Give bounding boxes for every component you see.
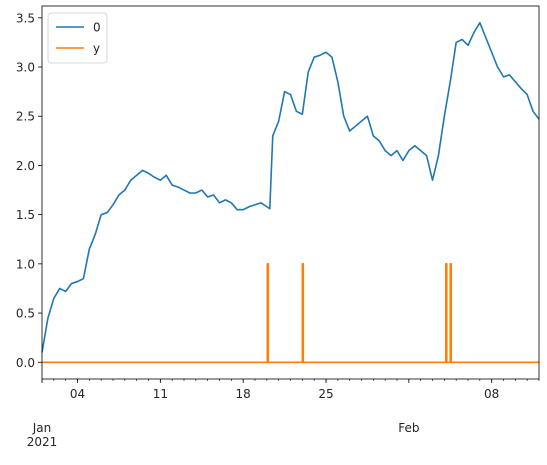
y-tick-label: 1.5 bbox=[16, 208, 35, 222]
x-tick-label: 18 bbox=[236, 387, 251, 401]
y-tick-label: 2.0 bbox=[16, 159, 35, 173]
y-tick-label: 3.5 bbox=[16, 11, 35, 25]
series-line-0 bbox=[41, 21, 540, 353]
y-axis: 0.0 0.5 1.0 1.5 2.0 2.5 3.0 3.5 bbox=[16, 11, 42, 370]
plot-area bbox=[42, 6, 539, 379]
y-tick-label: 3.0 bbox=[16, 61, 35, 75]
x-month-label: Feb bbox=[398, 421, 419, 435]
series-layer bbox=[41, 21, 540, 364]
legend-label-y: y bbox=[93, 42, 100, 56]
x-tick-label: 04 bbox=[70, 387, 85, 401]
x-axis: 04 11 18 25 08 Jan Feb 2021 bbox=[27, 379, 540, 449]
x-year-label: 2021 bbox=[27, 435, 58, 449]
y-tick-label: 2.5 bbox=[16, 110, 35, 124]
x-tick-label: 25 bbox=[318, 387, 333, 401]
y-tick-label: 0.5 bbox=[16, 307, 35, 321]
legend: 0 y bbox=[47, 12, 108, 64]
y-tick-label: 1.0 bbox=[16, 257, 35, 271]
y-tick-label: 0.0 bbox=[16, 356, 35, 370]
legend-label-0: 0 bbox=[93, 21, 101, 35]
series-line-y bbox=[42, 263, 539, 364]
x-tick-label: 08 bbox=[484, 387, 499, 401]
legend-box bbox=[47, 12, 108, 64]
x-month-label: Jan bbox=[32, 421, 52, 435]
x-tick-label: 11 bbox=[153, 387, 168, 401]
